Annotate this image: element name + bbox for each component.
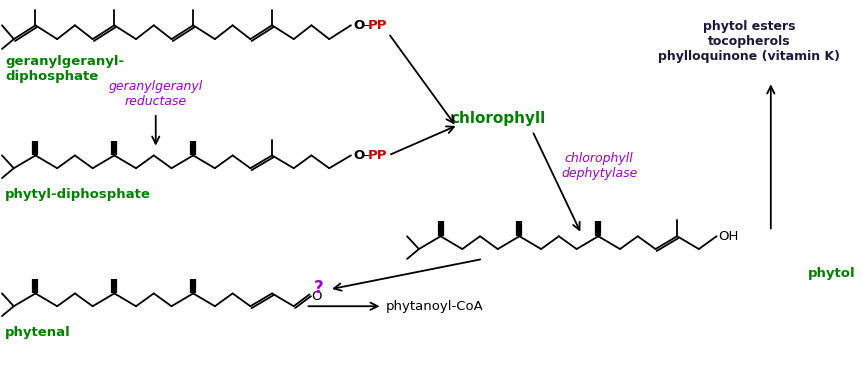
Text: PP: PP (368, 19, 387, 32)
Text: chlorophyll
dephytylase: chlorophyll dephytylase (561, 152, 638, 180)
Text: PP: PP (368, 149, 387, 162)
Text: phytanoyl-CoA: phytanoyl-CoA (386, 300, 483, 313)
Text: phytol: phytol (809, 267, 856, 280)
Text: phytol esters
tocopherols
phylloquinone (vitamin K): phytol esters tocopherols phylloquinone … (658, 20, 840, 63)
Text: –: – (362, 149, 369, 162)
Text: chlorophyll: chlorophyll (450, 112, 545, 127)
Text: geranylgeranyl
reductase: geranylgeranyl reductase (109, 79, 203, 107)
Text: phytenal: phytenal (5, 326, 71, 339)
Text: O: O (354, 149, 365, 162)
Text: –: – (362, 19, 369, 32)
Text: geranylgeranyl-
diphosphate: geranylgeranyl- diphosphate (5, 55, 124, 83)
Text: ?: ? (313, 279, 324, 297)
Text: OH: OH (719, 230, 739, 243)
Text: O: O (312, 290, 322, 303)
Text: O: O (354, 19, 365, 32)
Text: phytyl-diphosphate: phytyl-diphosphate (5, 188, 151, 201)
